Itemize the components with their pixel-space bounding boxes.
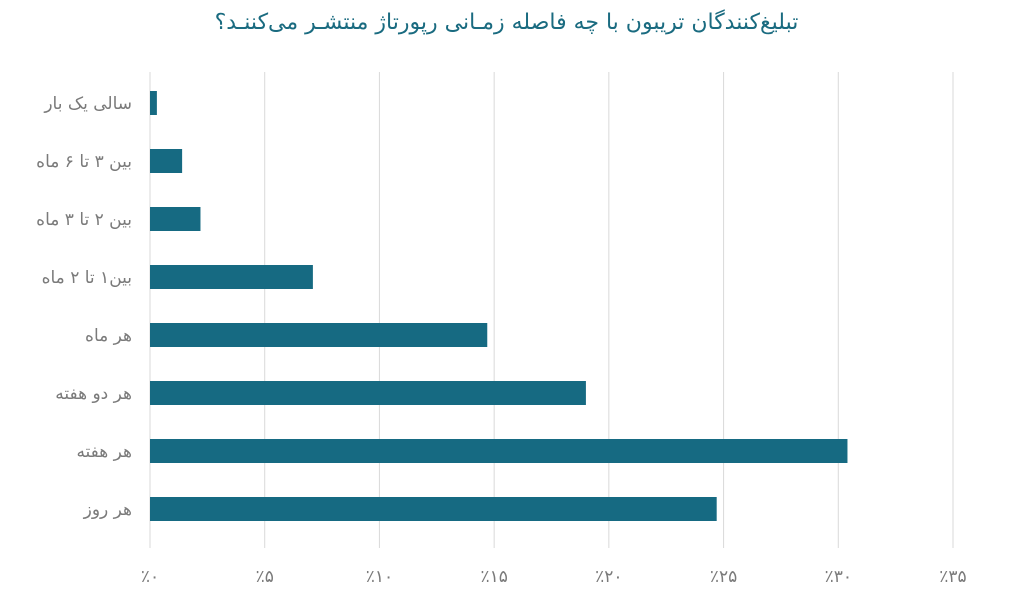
category-label: هر هفته bbox=[76, 442, 132, 462]
category-label: هر دو هفته bbox=[55, 384, 132, 404]
category-label: بین ۲ تا ۳ ماه bbox=[36, 210, 132, 230]
category-label: بین ۳ تا ۶ ماه bbox=[36, 152, 132, 172]
x-tick-label: ٪۲۵ bbox=[710, 567, 737, 587]
category-label: هر ماه bbox=[85, 326, 132, 346]
chart-title: تبلیغ‌کنندگان تریبون با چه فاصله زمـانی … bbox=[214, 10, 799, 35]
x-tick-label: ٪۳۰ bbox=[825, 567, 852, 587]
x-tick-label: ٪۲۰ bbox=[595, 567, 622, 587]
category-label: سالی یک بار bbox=[43, 94, 132, 114]
bar bbox=[150, 439, 848, 463]
x-tick-label: ٪۵ bbox=[256, 567, 274, 587]
x-tick-label: ٪۱۰ bbox=[366, 567, 393, 587]
bar bbox=[150, 149, 183, 173]
bar bbox=[150, 323, 488, 347]
x-tick-label: ٪۳۵ bbox=[939, 567, 966, 587]
bar bbox=[150, 381, 586, 405]
bar bbox=[150, 207, 201, 231]
bar bbox=[150, 497, 717, 521]
category-label: هر روز bbox=[83, 500, 132, 520]
x-tick-label: ٪۱۵ bbox=[480, 567, 507, 587]
bar bbox=[150, 265, 313, 289]
bar bbox=[150, 91, 157, 115]
x-tick-label: ٪۰ bbox=[141, 567, 159, 587]
category-label: بین۱ تا ۲ ماه bbox=[42, 268, 132, 288]
